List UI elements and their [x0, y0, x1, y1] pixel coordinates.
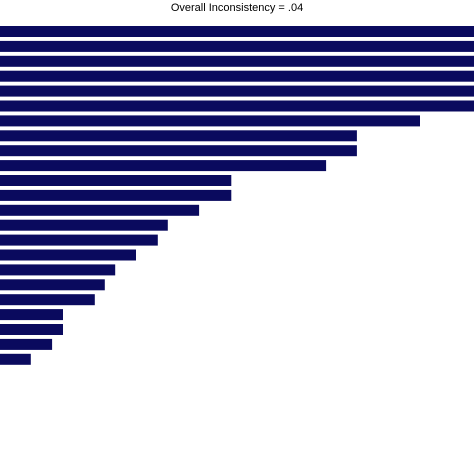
bar-4 [0, 70, 474, 82]
bar-6 [0, 100, 474, 112]
bar-23 [0, 353, 31, 365]
bar-13 [0, 204, 200, 216]
bar-16 [0, 249, 136, 261]
bar-15 [0, 234, 158, 246]
bar-12 [0, 189, 232, 201]
bar-5 [0, 85, 474, 97]
bar-10 [0, 160, 327, 172]
bar-2 [0, 40, 474, 52]
bar-7 [0, 115, 420, 127]
bar-8 [0, 130, 357, 142]
bar-1 [0, 26, 474, 37]
bar-3 [0, 55, 474, 67]
bar-21 [0, 324, 63, 335]
bar-9 [0, 145, 357, 157]
bars-group [0, 26, 474, 365]
bar-20 [0, 309, 63, 321]
bar-11 [0, 175, 232, 186]
bar-14 [0, 219, 168, 231]
bar-18 [0, 279, 105, 291]
chart-title: Overall Inconsistency = .04 [171, 2, 303, 14]
bar-22 [0, 338, 53, 350]
bar-17 [0, 264, 116, 276]
bar-19 [0, 294, 95, 306]
